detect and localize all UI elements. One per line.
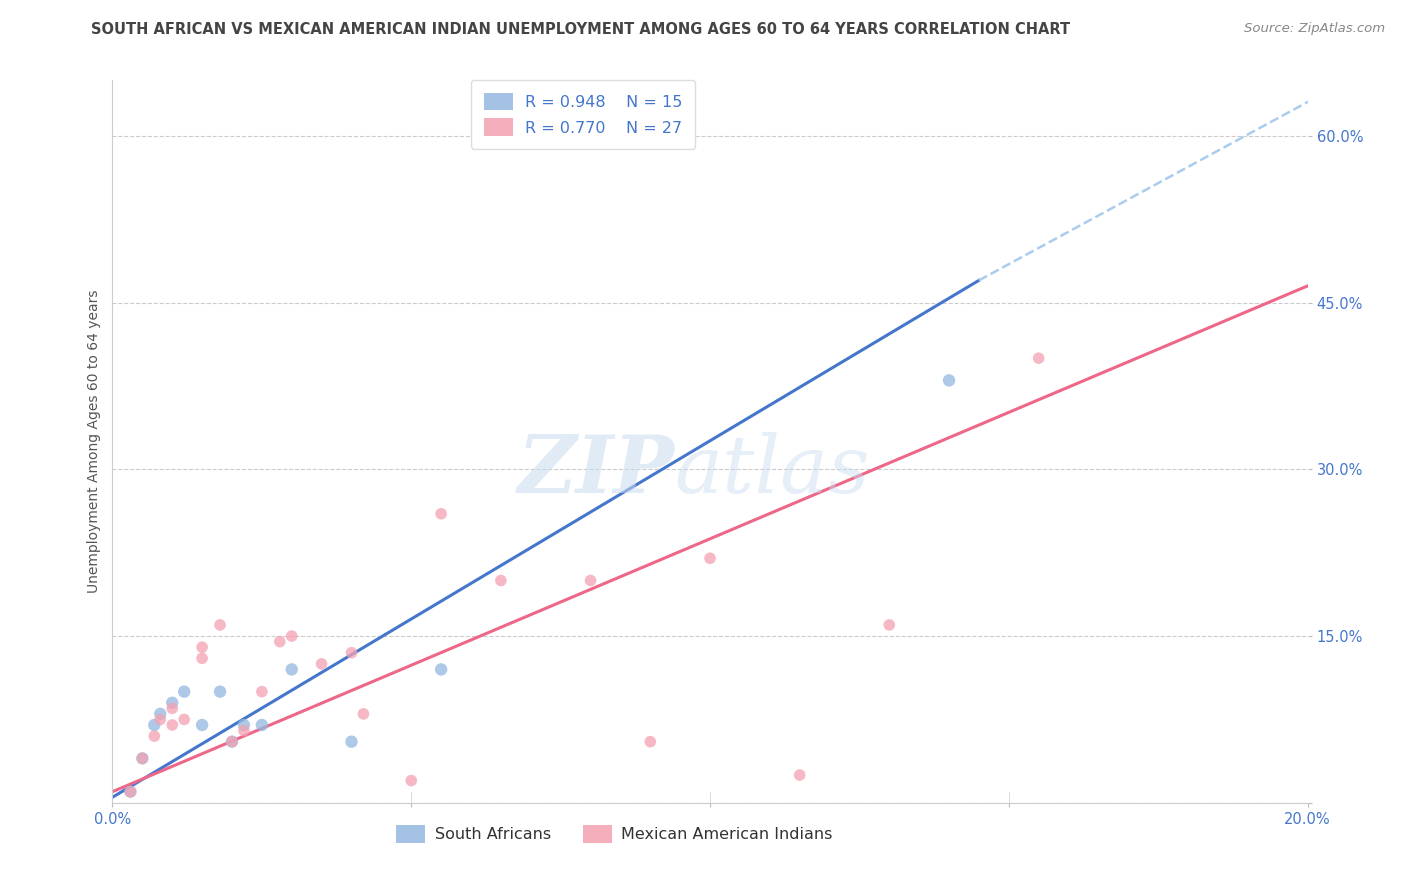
Text: atlas: atlas	[675, 432, 869, 509]
Point	[1028, 351, 1050, 366]
Point	[250, 718, 273, 732]
Point	[143, 718, 166, 732]
Point	[233, 718, 256, 732]
Point	[699, 551, 721, 566]
Point	[162, 701, 183, 715]
Point	[430, 507, 453, 521]
Point	[191, 651, 214, 665]
Point	[340, 734, 363, 748]
Point	[143, 729, 166, 743]
Point	[221, 734, 243, 748]
Text: SOUTH AFRICAN VS MEXICAN AMERICAN INDIAN UNEMPLOYMENT AMONG AGES 60 TO 64 YEARS : SOUTH AFRICAN VS MEXICAN AMERICAN INDIAN…	[91, 22, 1070, 37]
Point	[579, 574, 602, 588]
Point	[789, 768, 811, 782]
Point	[209, 618, 232, 632]
Point	[879, 618, 901, 632]
Point	[281, 629, 304, 643]
Point	[191, 640, 214, 655]
Point	[173, 684, 195, 698]
Point	[162, 718, 183, 732]
Point	[120, 785, 142, 799]
Point	[269, 634, 291, 648]
Point	[162, 696, 183, 710]
Point	[340, 646, 363, 660]
Point	[401, 773, 423, 788]
Point	[233, 723, 256, 738]
Point	[311, 657, 333, 671]
Point	[120, 785, 142, 799]
Y-axis label: Unemployment Among Ages 60 to 64 years: Unemployment Among Ages 60 to 64 years	[87, 290, 101, 593]
Point	[353, 706, 375, 721]
Point	[173, 713, 195, 727]
Point	[191, 718, 214, 732]
Point	[131, 751, 153, 765]
Point	[489, 574, 512, 588]
Text: Source: ZipAtlas.com: Source: ZipAtlas.com	[1244, 22, 1385, 36]
Point	[430, 662, 453, 676]
Legend: South Africans, Mexican American Indians: South Africans, Mexican American Indians	[389, 819, 839, 849]
Point	[938, 373, 960, 387]
Point	[131, 751, 153, 765]
Point	[149, 706, 172, 721]
Point	[640, 734, 662, 748]
Point	[281, 662, 304, 676]
Point	[149, 713, 172, 727]
Point	[209, 684, 232, 698]
Point	[221, 734, 243, 748]
Text: ZIP: ZIP	[517, 432, 675, 509]
Point	[250, 684, 273, 698]
